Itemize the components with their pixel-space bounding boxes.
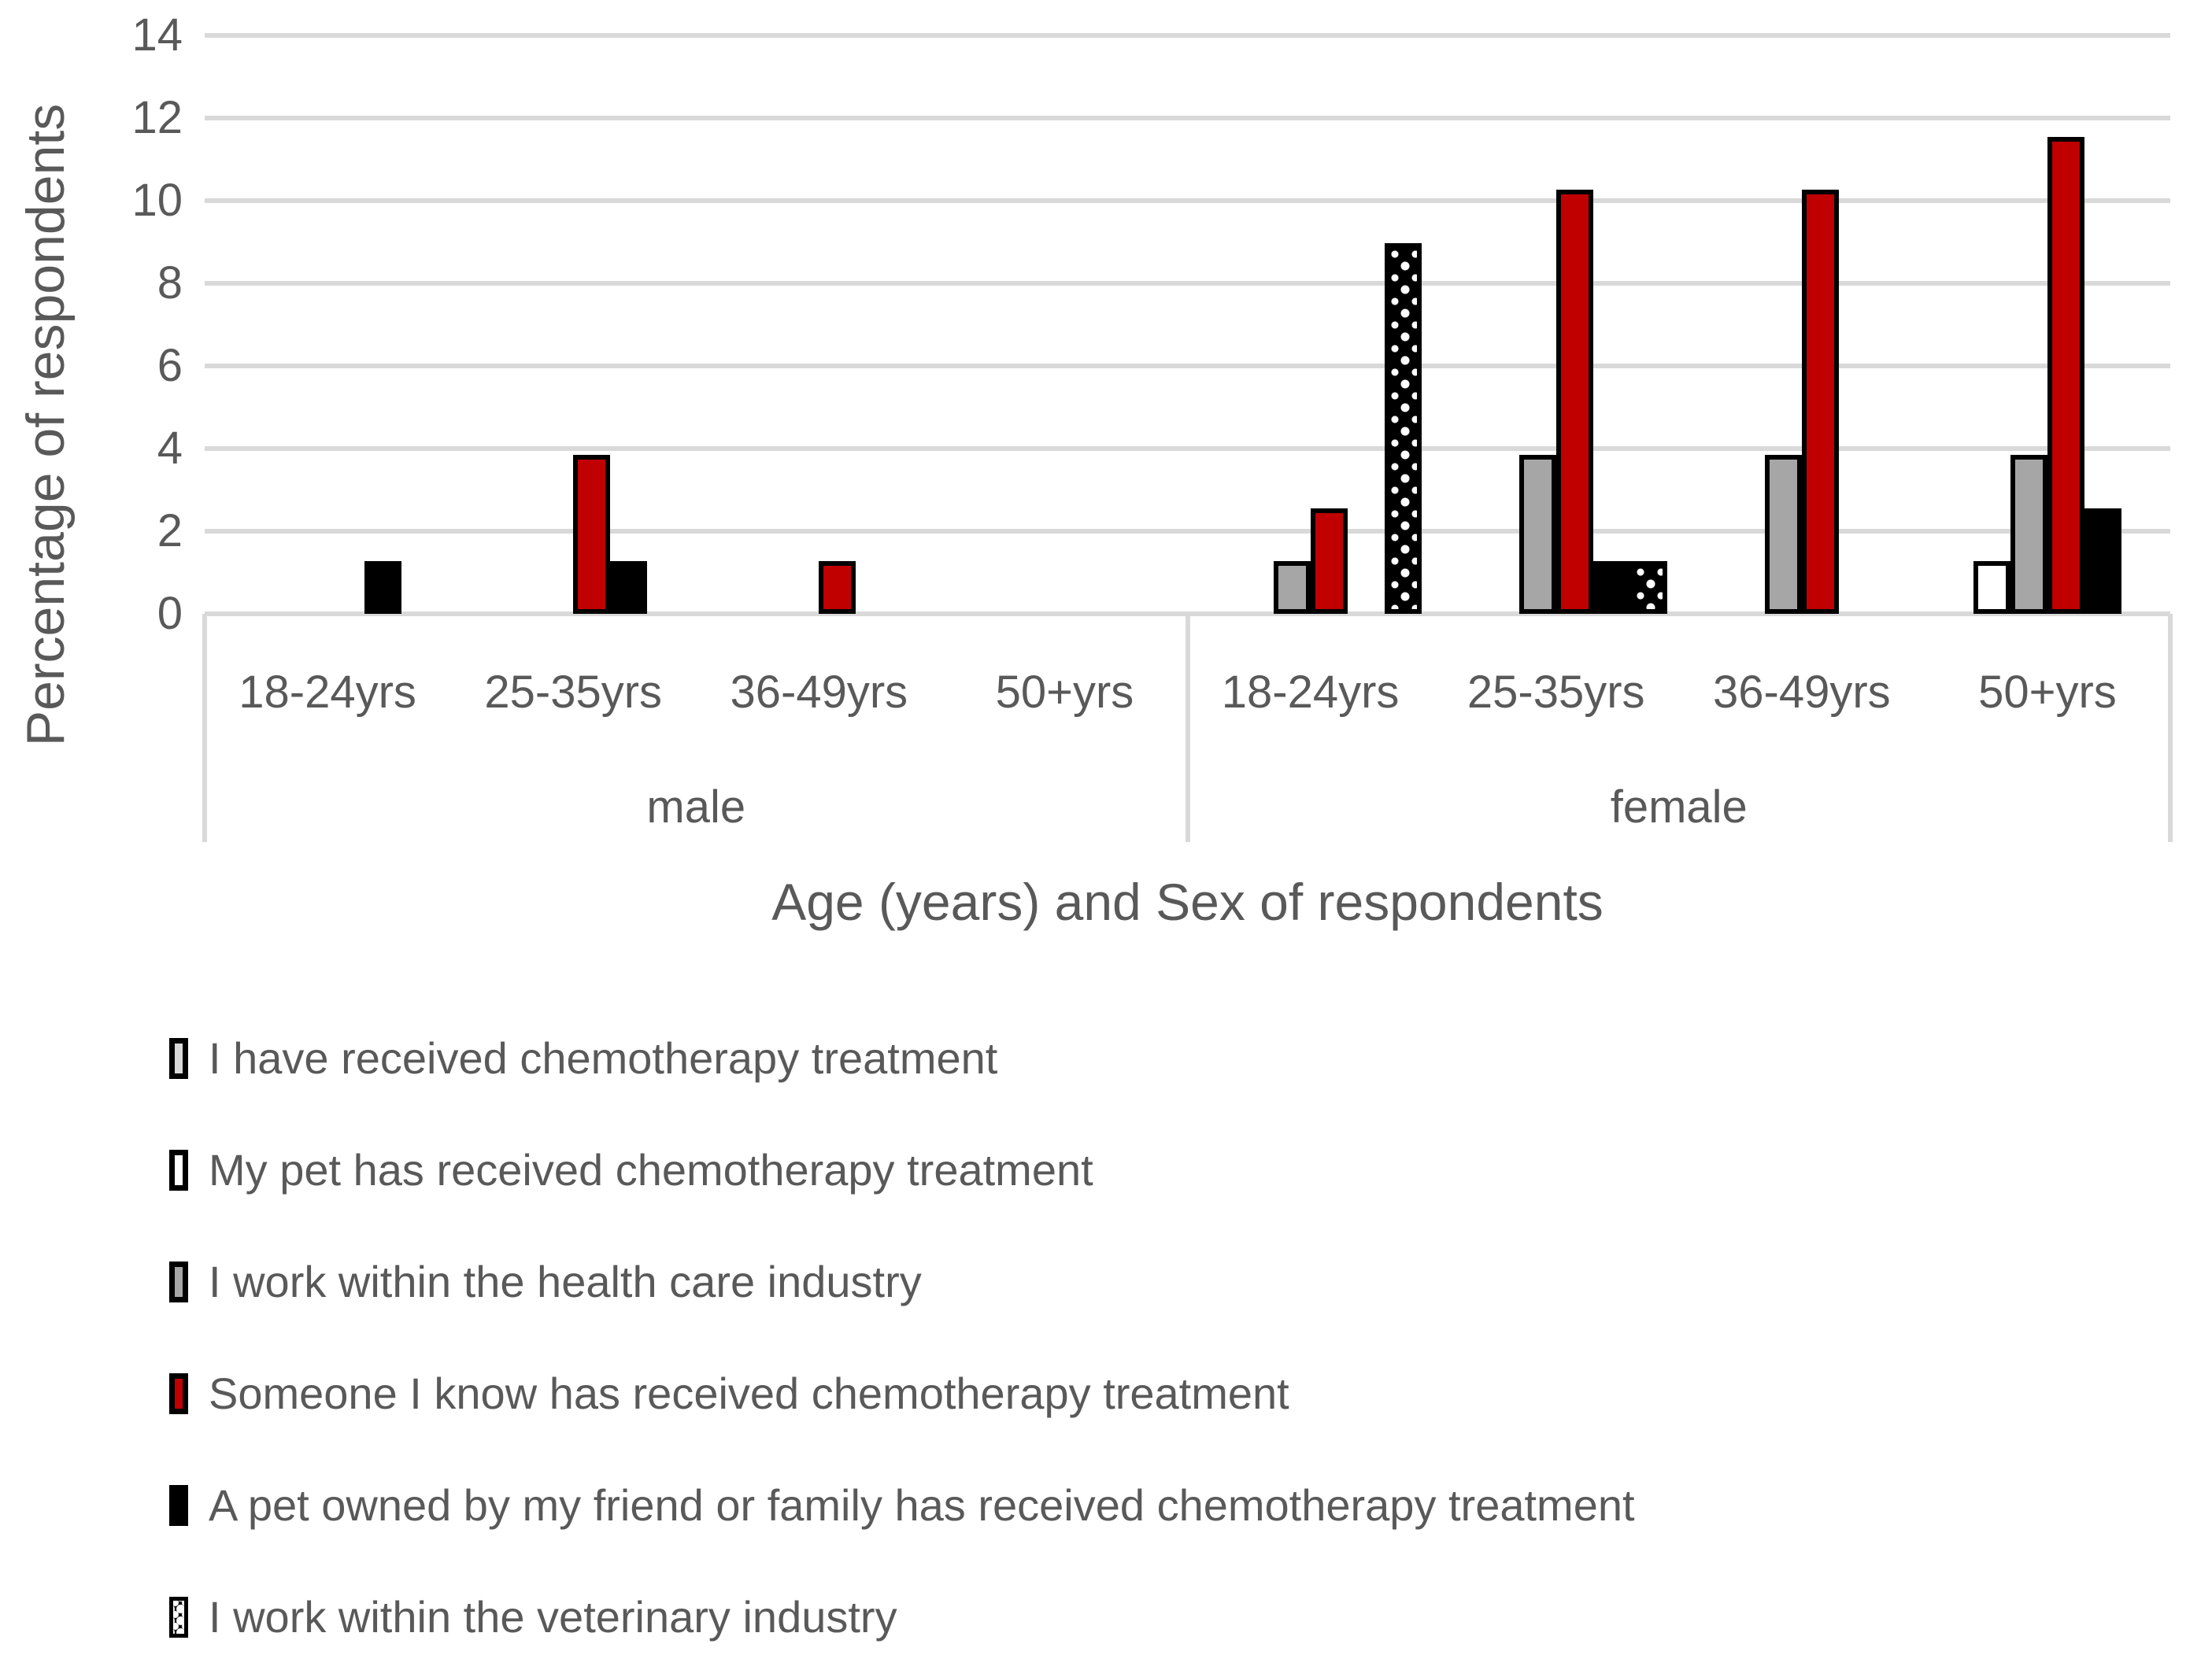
legend-item-5: A pet owned by my friend or family has r… [169,1483,1635,1528]
bar-series3-group5 [1273,561,1311,614]
legend-label-6: I work within the veterinary industry [209,1592,897,1642]
y-tick-label-14: 14 [131,9,183,61]
legend-swatch-4 [169,1373,188,1414]
legend-swatch-6 [169,1597,188,1638]
bar-series4-group6 [1555,190,1593,614]
legend-swatch-1 [169,1038,188,1079]
x-tick-label-male-36-49yrs: 36-49yrs [730,667,908,718]
bar-series5-group2 [610,561,648,614]
x-axis-title: Age (years) and Sex of respondents [771,873,1604,931]
bar-series4-group8 [2047,137,2084,614]
bar-series3-group6 [1518,455,1556,614]
x-tick-label-male-25-35yrs: 25-35yrs [484,667,663,718]
gridline-14 [205,33,2170,38]
bar-series4-group7 [1801,190,1839,614]
bar-series6-group6 [1629,561,1667,614]
gridline-2 [205,529,2170,534]
bar-series5-group1 [364,561,402,614]
y-tick-label-6: 6 [157,340,183,391]
group-label-female: female [1610,781,1748,833]
legend-label-5: A pet owned by my friend or family has r… [209,1480,1635,1530]
bar-series3-group7 [1764,455,1802,614]
legend-label-2: My pet has received chemotherapy treatme… [209,1145,1093,1195]
bar-series2-group8 [1973,561,2010,614]
plot-area [205,33,2170,616]
x-tick-label-female-50+yrs: 50+yrs [1978,667,2117,718]
legend-swatch-5 [169,1485,188,1526]
x-tick-label-female-25-35yrs: 25-35yrs [1467,667,1645,718]
legend-item-6: I work within the veterinary industry [169,1594,897,1640]
y-tick-label-8: 8 [157,257,183,308]
legend-swatch-3 [169,1262,188,1302]
legend-item-4: Someone I know has received chemotherapy… [169,1371,1289,1417]
category-boundary-line-1 [202,614,207,842]
bar-series4-group5 [1310,508,1348,614]
legend-item-2: My pet has received chemotherapy treatme… [169,1147,1093,1193]
bar-series5-group8 [2084,508,2121,614]
gridline-8 [205,281,2170,286]
legend-item-1: I have received chemotherapy treatment [169,1036,997,1081]
y-tick-label-10: 10 [131,175,183,226]
y-tick-label-0: 0 [157,588,183,639]
y-tick-label-2: 2 [157,505,183,556]
category-boundary-line-3 [2168,614,2173,842]
category-boundary-line-2 [1185,614,1190,842]
legend-label-1: I have received chemotherapy treatment [209,1033,998,1083]
gridline-4 [205,446,2170,451]
y-tick-label-4: 4 [157,423,183,474]
bar-series4-group2 [573,455,611,614]
legend-label-4: Someone I know has received chemotherapy… [209,1369,1289,1418]
gridline-10 [205,198,2170,203]
x-tick-label-female-36-49yrs: 36-49yrs [1712,667,1891,718]
bar-series4-group3 [819,561,856,614]
y-tick-label-12: 12 [131,92,183,143]
gridline-12 [205,116,2170,120]
x-tick-label-male-50+yrs: 50+yrs [995,667,1134,718]
legend-swatch-2 [169,1150,188,1191]
bar-series6-group5 [1384,243,1422,614]
group-label-male: male [646,781,746,833]
x-tick-label-female-18-24yrs: 18-24yrs [1221,667,1400,718]
x-tick-label-male-18-24yrs: 18-24yrs [239,667,416,718]
bar-series5-group6 [1592,561,1630,614]
bar-series3-group8 [2010,455,2047,614]
legend-label-3: I work within the health care industry [209,1257,922,1306]
gridline-6 [205,364,2170,368]
legend-item-3: I work within the health care industry [169,1259,922,1305]
